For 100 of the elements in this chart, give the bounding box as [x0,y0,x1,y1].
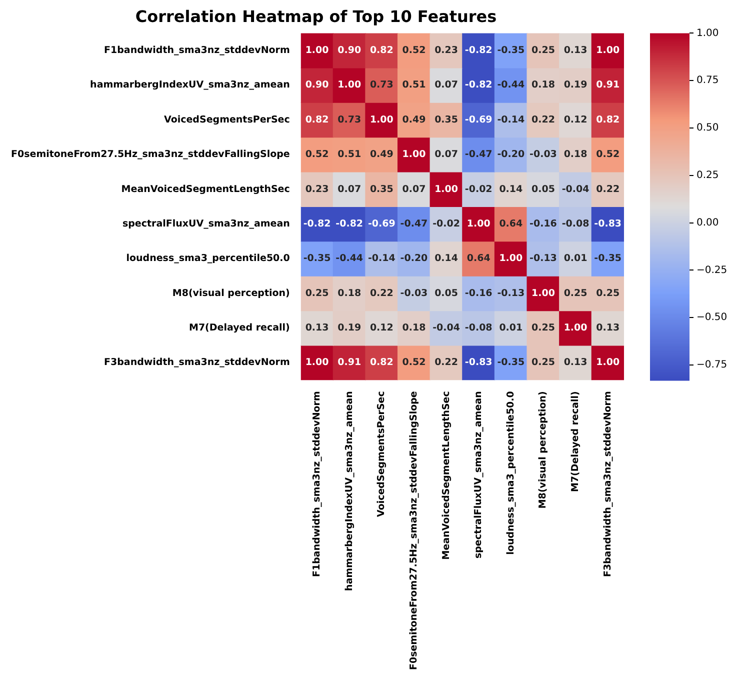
y-tick-label: hammarbergIndexUV_sma3nz_amean [90,80,290,91]
y-tick-label: VoicedSegmentsPerSec [164,114,290,126]
data-label: 0.52 [596,149,620,160]
data-label: 0.49 [402,114,426,126]
data-label: -0.20 [400,253,428,264]
data-label: 0.19 [338,322,362,334]
data-label: 0.82 [370,45,394,56]
color-bar-label: 0.25 [696,170,719,181]
data-label: -0.82 [336,218,364,230]
y-tick-label: MeanVoicedSegmentLengthSec [121,184,290,195]
data-label: -0.14 [368,253,396,264]
data-label: 0.23 [305,184,329,195]
data-label: 0.51 [402,80,426,91]
data-label: -0.35 [303,253,331,264]
data-label: -0.16 [464,288,493,299]
x-tick-label: VoicedSegmentsPerSec [376,391,388,518]
data-label: 1.00 [434,184,458,195]
data-label: 0.52 [305,149,329,160]
data-label: -0.02 [464,184,492,195]
color-bar-label: 0.75 [696,75,719,86]
y-tick-label: F0semitoneFrom27.5Hz_sma3nz_stddevFallingSlope [10,149,290,160]
data-label: -0.08 [562,218,590,230]
data-label: 0.91 [338,357,362,368]
data-label: 0.14 [434,253,458,264]
x-tick-label: M8(visual perception) [538,391,549,509]
data-label: -0.03 [530,149,557,160]
data-label: -0.20 [497,149,525,160]
data-label: 1.00 [531,288,556,299]
data-label: 0.05 [434,288,458,299]
x-tick-label: spectralFluxUV_sma3nz_amean [473,390,484,559]
data-label: 0.01 [564,253,588,264]
data-label: 0.25 [531,357,555,368]
data-label: 0.18 [564,149,588,160]
data-label: 0.49 [370,149,394,160]
data-label: -0.35 [497,357,525,368]
data-label: -0.35 [594,253,622,264]
data-label: 0.35 [434,114,458,126]
data-label: -0.03 [400,288,428,299]
data-label: 0.73 [338,114,362,126]
data-label: 1.00 [305,357,330,368]
data-label: 0.91 [596,80,620,91]
data-label: 0.64 [499,218,524,230]
data-label: 0.13 [564,45,588,56]
color-bar-label: −0.50 [696,312,728,324]
data-label: -0.82 [464,45,492,56]
data-label: 0.25 [596,288,620,299]
data-label: 0.51 [338,149,362,160]
data-label: 0.35 [370,184,394,195]
data-label: 0.25 [305,288,329,299]
x-tick-label: F3bandwidth_sma3nz_stddevNorm [602,391,614,577]
data-label: 0.25 [531,322,555,334]
data-label: -0.14 [497,114,525,126]
data-label: 0.13 [596,322,620,334]
data-label: 0.90 [305,80,330,91]
color-bar-label: −0.75 [696,360,728,371]
data-label: 0.01 [499,322,523,334]
data-label: 0.07 [402,184,426,195]
y-tick-label: spectralFluxUV_sma3nz_amean [122,218,290,230]
data-label: 1.00 [596,45,620,56]
data-label: 0.25 [531,45,555,56]
data-label: 1.00 [499,253,524,264]
x-tick-label: MeanVoicedSegmentLengthSec [440,391,452,560]
data-label: 0.07 [434,149,458,160]
data-label: 0.18 [531,80,556,91]
data-label: 1.00 [305,45,330,56]
data-label: -0.35 [497,45,525,56]
data-label: 0.13 [564,357,588,368]
data-label: 0.05 [531,184,555,195]
data-label: -0.44 [497,80,525,91]
data-label: -0.69 [464,114,492,126]
y-tick-label: F3bandwidth_sma3nz_stddevNorm [104,357,290,368]
data-label: -0.16 [530,218,558,230]
data-label: 0.18 [338,288,362,299]
data-label: 0.90 [338,45,362,56]
data-label: -0.44 [336,253,364,264]
data-label: 0.82 [370,357,394,368]
data-label: 0.12 [564,114,588,126]
data-label: 1.00 [370,114,394,126]
color-bar-label: −0.25 [696,264,728,276]
data-label: 0.18 [402,322,426,334]
data-label: 0.12 [370,322,394,334]
data-label: -0.83 [464,357,492,368]
data-label: 0.22 [596,184,620,195]
data-label: -0.82 [303,218,331,230]
data-label: 0.73 [370,80,394,91]
y-tick-label: F1bandwidth_sma3nz_stddevNorm [104,45,290,56]
color-bar-label: 0.50 [696,122,719,134]
data-label: -0.13 [497,288,525,299]
data-label: 0.13 [305,322,329,334]
data-label: -0.04 [432,322,460,334]
data-label: 0.19 [564,80,588,91]
data-label: 1.00 [596,357,620,368]
data-label: -0.82 [464,80,492,91]
data-label: -0.69 [368,218,396,230]
y-tick-label: loudness_sma3_percentile50.0 [126,253,290,264]
data-label: 1.00 [402,149,426,160]
data-label: 1.00 [564,322,588,334]
x-tick-label: loudness_sma3_percentile50.0 [505,390,516,555]
data-label: 0.82 [596,114,620,126]
data-label: -0.04 [562,184,590,195]
